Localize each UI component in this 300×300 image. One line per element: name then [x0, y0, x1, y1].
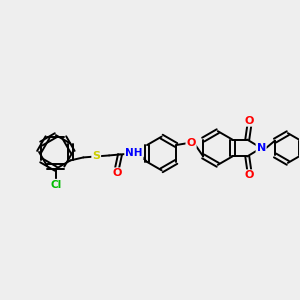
- Text: O: O: [112, 168, 122, 178]
- Text: S: S: [92, 152, 100, 161]
- Text: O: O: [244, 116, 254, 126]
- Text: NH: NH: [125, 148, 142, 158]
- Text: O: O: [186, 138, 196, 148]
- Text: Cl: Cl: [50, 180, 62, 190]
- Text: O: O: [244, 170, 254, 180]
- Text: N: N: [256, 143, 266, 153]
